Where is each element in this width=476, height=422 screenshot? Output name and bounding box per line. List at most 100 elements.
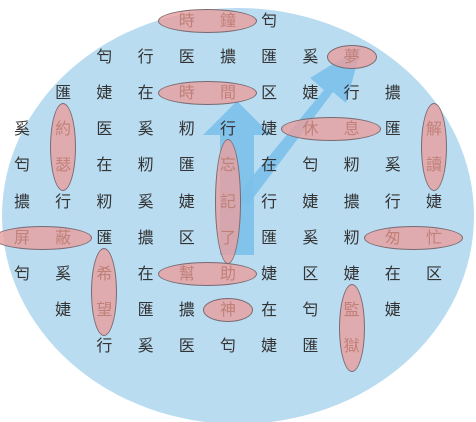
grid-cell[interactable]: 医: [96, 119, 113, 139]
word-oval-5[interactable]: [421, 103, 447, 192]
grid-cell[interactable]: 奚: [13, 119, 30, 139]
grid-cell[interactable]: 匯: [178, 155, 195, 175]
grid-cell[interactable]: 奚: [137, 119, 154, 139]
grid-cell[interactable]: 区: [302, 263, 319, 283]
word-oval-1[interactable]: [326, 45, 377, 70]
word-oval-6[interactable]: [215, 139, 241, 264]
grid-cell[interactable]: 奚: [302, 47, 319, 67]
grid-cell[interactable]: 行: [343, 83, 360, 103]
word-oval-0[interactable]: [157, 9, 257, 33]
grid-cell[interactable]: 匯: [137, 299, 154, 319]
grid-cell[interactable]: 擃: [178, 299, 195, 319]
grid-cell[interactable]: 婕: [302, 191, 319, 211]
grid-cell[interactable]: 在: [261, 299, 278, 319]
grid-cell[interactable]: 区: [178, 227, 195, 247]
grid-cell[interactable]: 在: [96, 155, 113, 175]
grid-cell[interactable]: 籾: [343, 155, 360, 175]
grid-cell[interactable]: 監: [343, 299, 360, 319]
grid-cell[interactable]: 時: [178, 11, 195, 30]
grid-cell[interactable]: 望: [96, 299, 113, 319]
grid-cell[interactable]: 擃: [343, 191, 360, 211]
word-oval-2[interactable]: [157, 81, 257, 106]
grid-cell[interactable]: 区: [261, 83, 278, 103]
grid-cell[interactable]: 婕: [178, 191, 195, 211]
grid-cell[interactable]: 希: [96, 263, 113, 283]
grid-cell[interactable]: 婕: [261, 335, 278, 355]
word-oval-12[interactable]: [338, 283, 365, 372]
grid-cell[interactable]: 在: [384, 263, 401, 283]
grid-cell[interactable]: 籾: [137, 155, 154, 175]
grid-cell[interactable]: 医: [178, 335, 195, 355]
grid-cell[interactable]: 籾: [178, 119, 195, 139]
grid-cell[interactable]: 籾: [96, 191, 113, 211]
grid-cell[interactable]: 行: [384, 191, 401, 211]
grid-cell[interactable]: 匄: [219, 335, 236, 355]
grid-cell[interactable]: 奚: [137, 335, 154, 355]
grid-cell[interactable]: 婕: [343, 263, 360, 283]
grid-cell[interactable]: 間: [219, 83, 236, 103]
word-oval-8[interactable]: [363, 225, 463, 250]
grid-cell[interactable]: 婕: [302, 83, 319, 103]
word-oval-11[interactable]: [203, 297, 253, 322]
grid-cell[interactable]: 医: [178, 47, 195, 67]
grid-cell[interactable]: 屏: [13, 227, 30, 247]
grid-cell[interactable]: 匄: [302, 299, 319, 319]
grid-cell[interactable]: 匄: [261, 11, 278, 30]
grid-cell[interactable]: 奚: [55, 263, 72, 283]
grid-cell[interactable]: 約: [55, 119, 72, 139]
word-oval-7[interactable]: [0, 225, 93, 250]
grid-cell[interactable]: 匯: [302, 335, 319, 355]
grid-cell[interactable]: 在: [137, 263, 154, 283]
grid-cell[interactable]: 籾: [343, 227, 360, 247]
grid-cell[interactable]: 鐘: [219, 11, 236, 30]
grid-cell[interactable]: 幫: [178, 263, 195, 283]
grid-cell[interactable]: 婕: [261, 263, 278, 283]
word-oval-9[interactable]: [91, 247, 118, 336]
grid-cell[interactable]: 獄: [343, 335, 360, 355]
grid-cell[interactable]: 匯: [261, 47, 278, 67]
grid-cell[interactable]: 夢: [343, 47, 360, 67]
grid-cell[interactable]: 奚: [302, 227, 319, 247]
grid-cell[interactable]: 婕: [384, 299, 401, 319]
grid-cell[interactable]: 忙: [425, 227, 442, 247]
grid-cell[interactable]: 擃: [13, 191, 30, 211]
grid-cell[interactable]: 行: [96, 335, 113, 355]
grid-cell[interactable]: 忘: [219, 155, 236, 175]
grid-cell[interactable]: 擃: [219, 47, 236, 67]
grid-cell[interactable]: 匄: [13, 155, 30, 175]
word-oval-4[interactable]: [281, 117, 381, 142]
grid-cell[interactable]: 解: [425, 119, 442, 139]
grid-cell[interactable]: 匄: [96, 47, 113, 67]
grid-cell[interactable]: 匄: [302, 155, 319, 175]
grid-cell[interactable]: 瑟: [55, 155, 72, 175]
grid-cell[interactable]: 讀: [425, 155, 442, 175]
grid-cell[interactable]: 婕: [55, 299, 72, 319]
grid-cell[interactable]: 行: [261, 191, 278, 211]
grid-cell[interactable]: 行: [137, 47, 154, 67]
grid-cell[interactable]: 婕: [261, 119, 278, 139]
grid-cell[interactable]: 休: [302, 119, 319, 139]
grid-cell[interactable]: 奚: [137, 191, 154, 211]
grid-cell[interactable]: 匯: [261, 227, 278, 247]
grid-cell[interactable]: 区: [425, 263, 442, 283]
word-oval-3[interactable]: [50, 103, 77, 192]
grid-cell[interactable]: 行: [55, 191, 72, 211]
grid-cell[interactable]: 神: [219, 299, 236, 319]
grid-cell[interactable]: 在: [261, 155, 278, 175]
grid-cell[interactable]: 匯: [384, 119, 401, 139]
grid-cell[interactable]: 擃: [384, 83, 401, 103]
grid-cell[interactable]: 匆: [384, 227, 401, 247]
grid-cell[interactable]: 匯: [55, 83, 72, 103]
grid-cell[interactable]: 在: [137, 83, 154, 103]
grid-cell[interactable]: 擃: [137, 227, 154, 247]
grid-cell[interactable]: 匯: [96, 227, 113, 247]
grid-cell[interactable]: 了: [219, 227, 236, 247]
grid-cell[interactable]: 婕: [96, 83, 113, 103]
word-oval-10[interactable]: [157, 261, 257, 286]
grid-cell[interactable]: 蔽: [55, 227, 72, 247]
grid-cell[interactable]: 匄: [13, 263, 30, 283]
grid-cell[interactable]: 助: [219, 263, 236, 283]
grid-cell[interactable]: 奚: [384, 155, 401, 175]
grid-cell[interactable]: 婕: [425, 191, 442, 211]
grid-cell[interactable]: 行: [219, 119, 236, 139]
